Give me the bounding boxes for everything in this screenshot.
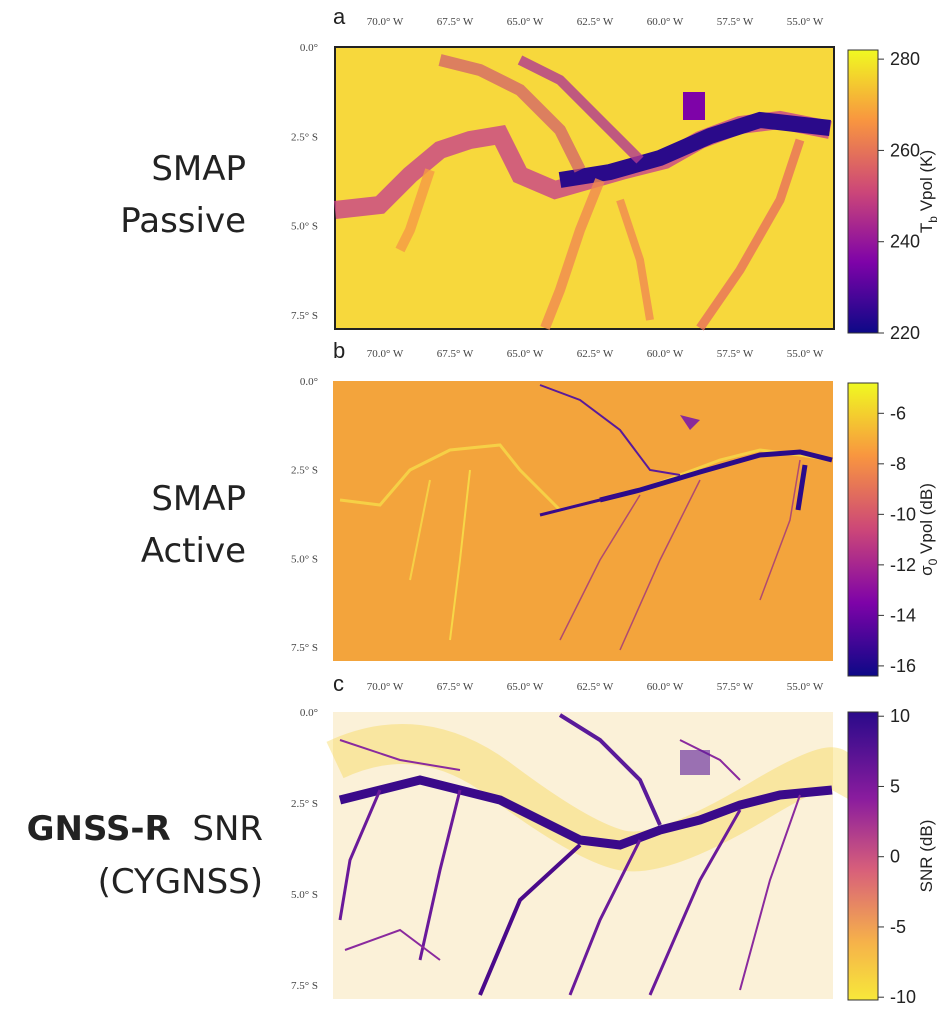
side-label: SMAP xyxy=(151,479,246,519)
lon-tick-label: 67.5° W xyxy=(437,681,474,693)
colorbar-tick-label: -6 xyxy=(890,403,906,423)
lon-tick-label: 62.5° W xyxy=(577,16,614,28)
panel-letter: b xyxy=(333,338,345,363)
side-label-bold: GNSS-R xyxy=(27,809,171,849)
side-label: Passive xyxy=(120,201,246,241)
colorbar-label-main: T xyxy=(917,223,936,233)
side-label: Active xyxy=(141,531,246,571)
colorbar-label: Tb Vpol (K) xyxy=(917,150,940,233)
colorbar-tick-label: 220 xyxy=(890,323,920,343)
lon-tick-label: 60.0° W xyxy=(647,348,684,360)
colorbar-tick-label: 280 xyxy=(890,49,920,69)
lon-tick-label: 70.0° W xyxy=(367,681,404,693)
lat-tick-label: 0.0° xyxy=(300,707,318,719)
colorbar-tick-label: -10 xyxy=(890,504,916,524)
colorbar-label-main: SNR (dB) xyxy=(917,820,936,893)
lat-tick-label: 0.0° xyxy=(300,376,318,388)
lon-tick-label: 70.0° W xyxy=(367,16,404,28)
lon-tick-label: 65.0° W xyxy=(507,681,544,693)
colorbar-tick-label: -5 xyxy=(890,917,906,937)
lon-tick-label: 65.0° W xyxy=(507,16,544,28)
lat-tick-label: 7.5° S xyxy=(291,642,318,654)
lon-tick-label: 67.5° W xyxy=(437,16,474,28)
side-label: GNSS-R SNR xyxy=(27,809,263,849)
lon-tick-label: 70.0° W xyxy=(367,348,404,360)
lon-tick-label: 57.5° W xyxy=(717,681,754,693)
lon-tick-label: 55.0° W xyxy=(787,348,824,360)
lon-tick-label: 60.0° W xyxy=(647,681,684,693)
side-label: (CYGNSS) xyxy=(98,862,263,902)
lon-tick-label: 62.5° W xyxy=(577,681,614,693)
lon-tick-label: 55.0° W xyxy=(787,681,824,693)
colorbar-tick-label: 5 xyxy=(890,776,900,796)
side-label: SMAP xyxy=(151,149,246,189)
lat-tick-label: 5.0° S xyxy=(291,221,318,233)
panel-letter: c xyxy=(333,671,344,696)
colorbar-tick-label: 260 xyxy=(890,140,920,160)
lon-tick-label: 65.0° W xyxy=(507,348,544,360)
colorbar-tick-label: 0 xyxy=(890,847,900,867)
colorbar-tick-label: -12 xyxy=(890,555,916,575)
lon-tick-label: 55.0° W xyxy=(787,16,824,28)
lat-tick-label: 7.5° S xyxy=(291,310,318,322)
colorbar-tick-label: -16 xyxy=(890,656,916,676)
lat-tick-label: 5.0° S xyxy=(291,553,318,565)
lon-tick-label: 67.5° W xyxy=(437,348,474,360)
lat-tick-label: 5.0° S xyxy=(291,889,318,901)
colorbar-a xyxy=(847,49,879,334)
colorbar-b xyxy=(847,382,879,677)
map-c xyxy=(326,712,858,999)
lon-tick-label: 62.5° W xyxy=(577,348,614,360)
lat-tick-label: 7.5° S xyxy=(291,980,318,992)
lat-tick-label: 0.0° xyxy=(300,42,318,54)
map-a xyxy=(334,46,835,331)
lon-tick-label: 57.5° W xyxy=(717,16,754,28)
lon-tick-label: 60.0° W xyxy=(647,16,684,28)
panel-letter: a xyxy=(333,4,346,29)
colorbar-tick-label: 10 xyxy=(890,706,910,726)
map-b xyxy=(333,381,833,661)
colorbar-label: SNR (dB) xyxy=(917,820,936,893)
lat-tick-label: 2.5° S xyxy=(291,465,318,477)
lat-tick-label: 2.5° S xyxy=(291,131,318,143)
colorbar-label-sub: 0 xyxy=(926,558,940,565)
colorbar-tick-label: -14 xyxy=(890,605,916,625)
lat-tick-label: 2.5° S xyxy=(291,798,318,810)
colorbar-tick-label: -10 xyxy=(890,987,916,1007)
colorbar-tick-label: 240 xyxy=(890,232,920,252)
colorbar-label: σ0 Vpol (dB) xyxy=(917,483,940,576)
colorbar-label-rest: Vpol (K) xyxy=(917,150,936,216)
colorbar-c xyxy=(847,711,879,1001)
colorbar-label-rest: Vpol (dB) xyxy=(917,483,936,559)
lon-tick-label: 57.5° W xyxy=(717,348,754,360)
side-label-rest: SNR xyxy=(192,809,263,849)
colorbar-label-sub: b xyxy=(926,216,940,223)
colorbar-label-main: σ xyxy=(917,565,936,576)
colorbar-tick-label: -8 xyxy=(890,454,906,474)
